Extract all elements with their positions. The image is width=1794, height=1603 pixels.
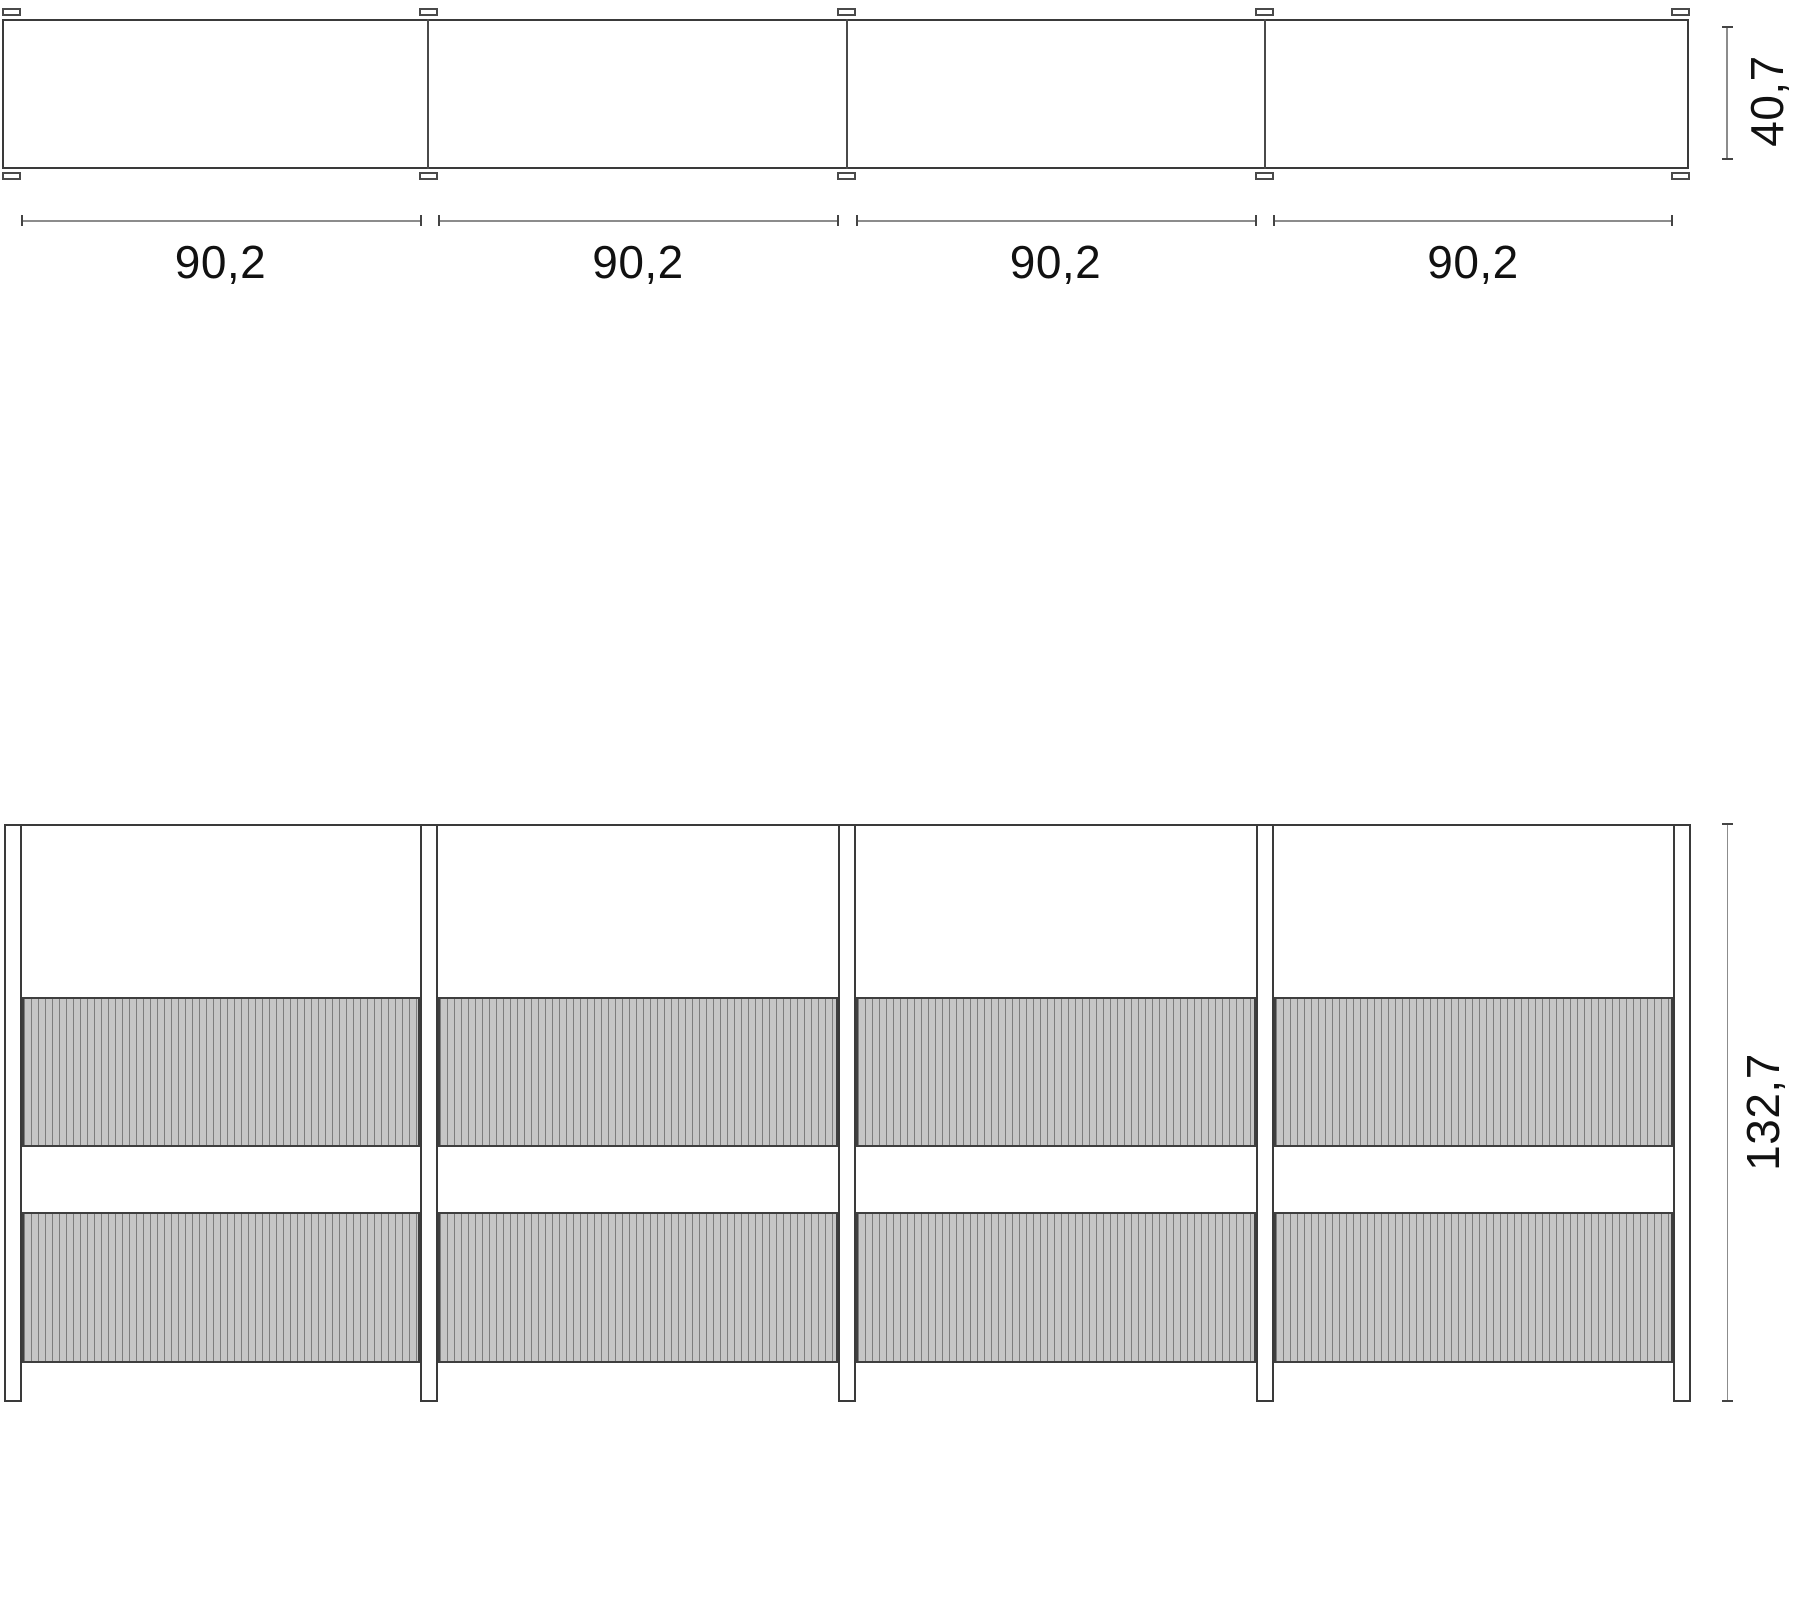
slatted-panel [1273, 1212, 1673, 1363]
dimension-tick [438, 215, 440, 226]
dimension-tick [1721, 158, 1733, 160]
dimension-tick [1721, 26, 1733, 28]
post-cap [418, 8, 438, 16]
fence-post [419, 824, 438, 1402]
post-cap [2, 172, 21, 180]
post-cap [837, 8, 856, 16]
dimension-tick [21, 215, 23, 226]
depth-dimension-line [1726, 27, 1728, 159]
post-cap [837, 172, 856, 180]
bay-divider-line [427, 19, 429, 169]
bay-dimension-line [857, 220, 1256, 222]
depth-dimension-label: 40,7 [1741, 55, 1793, 147]
bay-divider-line [845, 19, 848, 169]
slatted-panel [437, 1212, 838, 1363]
fence-post [1255, 824, 1274, 1402]
post-cap [2, 8, 21, 16]
bay-dimension-line [22, 220, 421, 222]
slatted-panel [1273, 997, 1673, 1147]
dimension-tick [1722, 823, 1733, 825]
bay-width-label: 90,2 [1009, 236, 1102, 288]
fence-post [837, 824, 856, 1402]
post-cap [1671, 8, 1690, 16]
post-cap [1671, 172, 1690, 180]
dimension-tick [1671, 215, 1673, 226]
slatted-panel [22, 1212, 420, 1363]
bay-dimension-line [1274, 220, 1672, 222]
dimension-tick [1255, 215, 1257, 226]
bay-divider-line [1263, 19, 1266, 169]
post-cap [1255, 8, 1274, 16]
post-cap [1255, 172, 1274, 180]
height-dimension-line [1726, 824, 1728, 1402]
bay-dimension-line [439, 220, 838, 222]
plan-view: 90,2 90,2 90,2 90,2 40,7 [0, 0, 1794, 700]
height-dimension-label: 132,7 [1737, 1053, 1789, 1171]
slatted-panel [855, 1212, 1256, 1363]
front-elevation-view [0, 700, 1794, 1603]
fence-post [1673, 824, 1691, 1402]
dimension-tick [1273, 215, 1275, 226]
slatted-panel [855, 997, 1256, 1147]
bay-width-label: 90,2 [592, 236, 684, 288]
slatted-panel [437, 997, 838, 1147]
dimension-tick [856, 215, 858, 226]
dimension-tick [420, 215, 422, 226]
post-cap [418, 172, 438, 180]
bay-width-label: 90,2 [1427, 236, 1519, 288]
dimension-tick [1722, 1400, 1733, 1402]
dimension-tick [837, 215, 839, 226]
slatted-panel [22, 997, 420, 1147]
bay-width-label: 90,2 [174, 236, 267, 288]
fence-post [4, 824, 22, 1402]
